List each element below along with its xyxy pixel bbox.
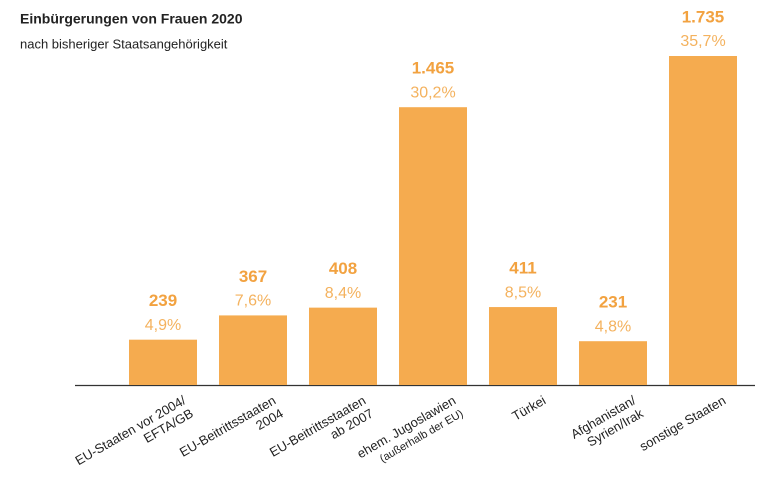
category-label: Afghanistan/Syrien/Irak [568,392,646,449]
value-label: 231 [599,293,627,312]
value-label: 1.465 [412,59,455,78]
bar [489,307,557,385]
value-label: 411 [509,259,536,278]
category-label: Türkei [509,393,548,424]
share-label: 4,9% [145,317,181,334]
chart-title: Einbürgerungen von Frauen 2020 [20,11,243,27]
category-label: ehem. Jugoslawien(außerhalb der EU) [354,393,465,466]
x-tick-label: Türkei [509,393,548,424]
value-label: 408 [329,259,357,278]
bar [399,107,467,385]
value-label: 239 [149,291,177,310]
chart-subtitle: nach bisheriger Staatsangehörigkeit [20,36,228,51]
value-label: 1.735 [682,7,725,26]
category-label: sonstige Staaten [637,393,728,454]
value-label: 367 [239,267,267,286]
share-label: 35,7% [680,33,725,50]
share-label: 8,5% [505,284,541,301]
share-label: 7,6% [235,293,271,310]
bar [219,315,287,385]
share-label: 30,2% [410,84,455,101]
bar [669,56,737,385]
bar [129,339,197,385]
share-label: 4,8% [595,318,631,335]
share-label: 8,4% [325,285,361,302]
x-tick-label: sonstige Staaten [637,393,728,454]
bar [579,341,647,385]
bar [309,307,377,385]
category-label: EU-Staaten vor 2004/EFTA/GB [72,392,195,468]
